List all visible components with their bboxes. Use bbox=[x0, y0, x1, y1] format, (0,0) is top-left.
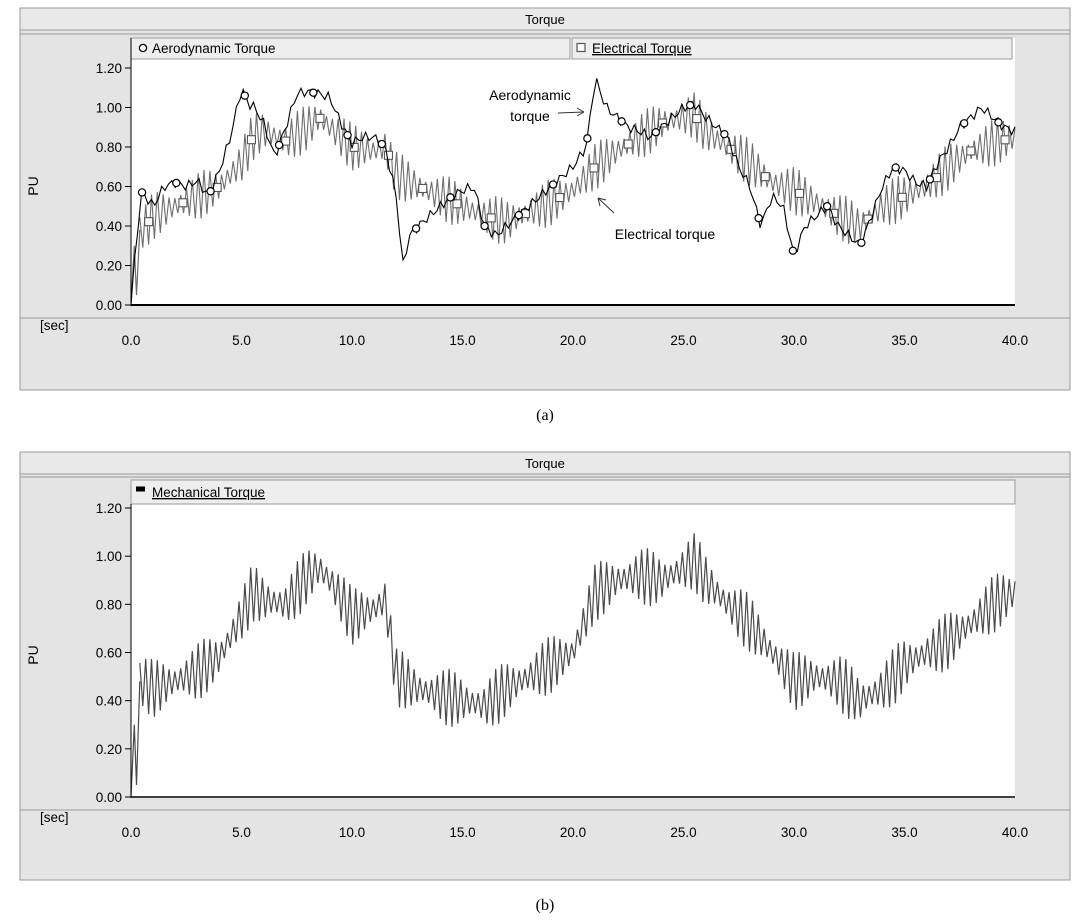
x-tick-label: 5.0 bbox=[232, 333, 251, 348]
caption-b: (b) bbox=[536, 897, 555, 914]
legend-circle-marker-icon bbox=[139, 44, 146, 51]
x-tick-label: 30.0 bbox=[781, 825, 807, 840]
x-tick-label: 5.0 bbox=[232, 825, 251, 840]
panel-a-plot-area bbox=[131, 38, 1015, 306]
electrical-torque-marker bbox=[898, 193, 906, 201]
aerodynamic-torque-marker bbox=[995, 119, 1002, 126]
aerodynamic-torque-marker bbox=[961, 120, 968, 127]
aerodynamic-torque-marker bbox=[550, 181, 557, 188]
electrical-torque-marker bbox=[796, 189, 804, 197]
aerodynamic-torque-marker bbox=[687, 102, 694, 109]
y-tick-label: 0.20 bbox=[96, 742, 122, 757]
y-tick-label: 1.20 bbox=[96, 501, 122, 516]
y-tick-label: 1.00 bbox=[96, 549, 122, 564]
electrical-torque-marker bbox=[145, 218, 153, 226]
aerodynamic-torque-marker bbox=[344, 132, 351, 139]
electrical-torque-marker bbox=[693, 115, 701, 123]
electrical-torque-marker bbox=[179, 199, 187, 207]
panel-a-x-unit: [sec] bbox=[40, 318, 69, 333]
aerodynamic-torque-marker bbox=[207, 188, 214, 195]
electrical-torque-marker bbox=[384, 151, 392, 159]
y-tick-label: 0.40 bbox=[96, 219, 122, 234]
electrical-torque-marker bbox=[556, 194, 564, 202]
legend-elec-label: Electrical Torque bbox=[592, 41, 692, 56]
annotation-elec: Electrical torque bbox=[615, 226, 716, 242]
electrical-torque-marker bbox=[624, 140, 632, 148]
y-tick-label: 0.60 bbox=[96, 180, 122, 195]
aerodynamic-torque-marker bbox=[412, 225, 419, 232]
electrical-torque-marker bbox=[247, 136, 255, 144]
x-tick-label: 10.0 bbox=[339, 333, 365, 348]
x-tick-label: 40.0 bbox=[1002, 333, 1028, 348]
x-tick-label: 25.0 bbox=[670, 825, 696, 840]
electrical-torque-marker bbox=[419, 184, 427, 192]
panel-b: Torque Mechanical Torque PU 0.00 0.20 0.40… bbox=[20, 452, 1070, 880]
y-tick-label: 0.00 bbox=[96, 298, 122, 313]
annotation-aero-line2: torque bbox=[510, 108, 550, 124]
aerodynamic-torque-marker bbox=[275, 141, 282, 148]
aerodynamic-torque-marker bbox=[138, 189, 145, 196]
panel-b-x-unit: [sec] bbox=[40, 810, 69, 825]
x-tick-label: 25.0 bbox=[670, 333, 696, 348]
y-tick-label: 1.20 bbox=[96, 61, 122, 76]
y-tick-label: 0.20 bbox=[96, 259, 122, 274]
aerodynamic-torque-marker bbox=[584, 135, 591, 142]
electrical-torque-marker bbox=[316, 114, 324, 122]
y-tick-label: 0.80 bbox=[96, 597, 122, 612]
aerodynamic-torque-marker bbox=[447, 194, 454, 201]
aerodynamic-torque-marker bbox=[892, 164, 899, 171]
y-tick-label: 0.60 bbox=[96, 646, 122, 661]
panel-a-title: Torque bbox=[525, 12, 565, 27]
x-tick-label: 0.0 bbox=[122, 825, 141, 840]
aerodynamic-torque-marker bbox=[378, 140, 385, 147]
aerodynamic-torque-marker bbox=[789, 247, 796, 254]
aerodynamic-torque-marker bbox=[755, 215, 762, 222]
x-tick-label: 30.0 bbox=[781, 333, 807, 348]
y-tick-label: 0.80 bbox=[96, 140, 122, 155]
legend-filled-square-icon bbox=[136, 487, 145, 492]
panel-a-y-axis-label: PU bbox=[25, 176, 41, 195]
x-tick-label: 0.0 bbox=[122, 333, 141, 348]
y-tick-label: 0.40 bbox=[96, 694, 122, 709]
aerodynamic-torque-marker bbox=[618, 118, 625, 125]
panel-b-plot-area bbox=[131, 480, 1015, 798]
x-tick-label: 20.0 bbox=[560, 825, 586, 840]
aerodynamic-torque-marker bbox=[926, 176, 933, 183]
panel-a: Torque Aerodynamic Torque Electrical Tor… bbox=[20, 8, 1070, 390]
x-tick-label: 15.0 bbox=[449, 333, 475, 348]
panel-b-title: Torque bbox=[525, 456, 565, 471]
aerodynamic-torque-marker bbox=[241, 92, 248, 99]
aerodynamic-torque-marker bbox=[481, 222, 488, 229]
aerodynamic-torque-marker bbox=[515, 212, 522, 219]
y-tick-label: 0.00 bbox=[96, 790, 122, 805]
legend-mech-label: Mechanical Torque bbox=[152, 485, 265, 500]
y-tick-label: 1.00 bbox=[96, 101, 122, 116]
aerodynamic-torque-marker bbox=[858, 239, 865, 246]
aerodynamic-torque-marker bbox=[310, 89, 317, 96]
electrical-torque-marker bbox=[761, 173, 769, 181]
x-tick-label: 20.0 bbox=[560, 333, 586, 348]
aerodynamic-torque-marker bbox=[652, 129, 659, 136]
x-tick-label: 35.0 bbox=[891, 825, 917, 840]
caption-a: (a) bbox=[536, 407, 554, 424]
x-tick-label: 15.0 bbox=[449, 825, 475, 840]
aerodynamic-torque-marker bbox=[173, 179, 180, 186]
x-tick-label: 40.0 bbox=[1002, 825, 1028, 840]
electrical-torque-marker bbox=[967, 147, 975, 155]
annotation-aero-line1: Aerodynamic bbox=[489, 87, 571, 103]
legend-aero-label: Aerodynamic Torque bbox=[152, 41, 276, 56]
electrical-torque-marker bbox=[590, 164, 598, 172]
aerodynamic-torque-marker bbox=[721, 131, 728, 138]
x-tick-label: 35.0 bbox=[891, 333, 917, 348]
aerodynamic-torque-marker bbox=[824, 203, 831, 210]
panel-b-y-axis-label: PU bbox=[25, 645, 41, 664]
x-tick-label: 10.0 bbox=[339, 825, 365, 840]
electrical-torque-marker bbox=[487, 214, 495, 222]
legend-square-marker-icon bbox=[577, 44, 585, 52]
electrical-torque-marker bbox=[1001, 136, 1009, 144]
